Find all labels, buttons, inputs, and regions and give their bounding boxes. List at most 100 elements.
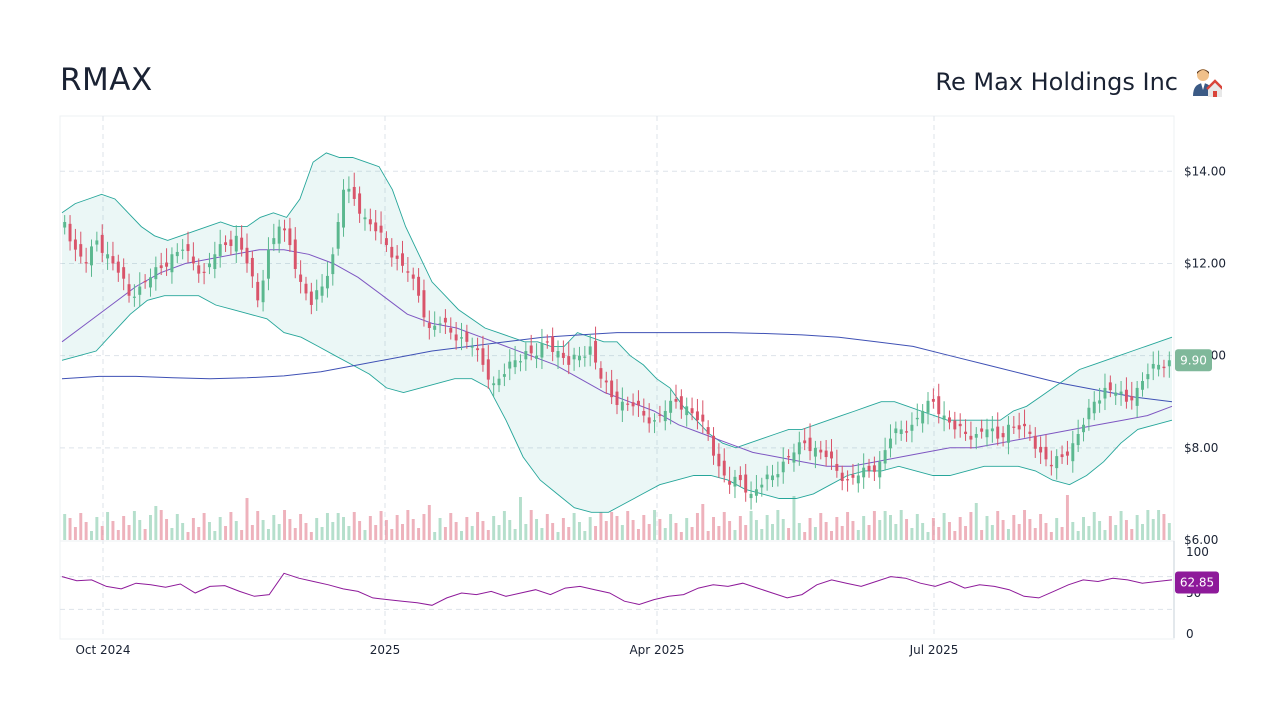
candle-body (915, 417, 919, 420)
volume-bar (872, 511, 876, 540)
volume-bar (1017, 524, 1021, 540)
volume-bar (218, 517, 222, 540)
candle-body (658, 414, 662, 416)
candle-body (1006, 424, 1010, 443)
candle-body (803, 440, 807, 444)
candle-body (728, 481, 732, 485)
price-tick-label: $14.00 (1184, 164, 1226, 178)
volume-bar (1114, 525, 1118, 540)
volume-bar (213, 531, 217, 540)
volume-bar (1076, 531, 1080, 540)
candle-body (626, 403, 630, 405)
volume-bar (191, 518, 195, 540)
candle-body (974, 434, 978, 438)
candle-body (170, 254, 174, 273)
volume-bar (143, 529, 147, 540)
candle-body (438, 323, 442, 325)
candle-body (835, 463, 839, 471)
candle-body (288, 228, 292, 246)
candle-body (551, 336, 555, 352)
candle-body (744, 474, 748, 493)
candle-body (497, 378, 501, 386)
candle-body (545, 341, 549, 343)
candle-body (642, 410, 646, 416)
volume-bar (1055, 518, 1059, 540)
candle-body (79, 244, 83, 257)
candle-body (460, 337, 463, 339)
candle-body (760, 484, 764, 488)
volume-bar (519, 497, 522, 540)
volume-bar (524, 524, 528, 540)
candle-body (63, 222, 67, 228)
candle-body (395, 255, 399, 259)
candle-body (776, 474, 780, 478)
price-tick-label: $12.00 (1184, 256, 1226, 270)
volume-bar (551, 523, 555, 540)
volume-bar (245, 498, 249, 540)
volume-bar (374, 525, 378, 540)
candle-body (320, 286, 324, 296)
candle-body (1108, 382, 1112, 391)
volume-bar (1039, 514, 1043, 540)
volume-bar (1028, 519, 1032, 540)
volume-bar (1023, 510, 1027, 540)
candle-body (325, 275, 329, 289)
candle-body (1146, 374, 1150, 380)
candle-body (218, 244, 222, 257)
candle-body (116, 261, 120, 273)
volume-bar (1103, 530, 1107, 540)
volume-bar (1049, 532, 1053, 540)
volume-bar (390, 529, 394, 540)
volume-bar (610, 512, 614, 540)
volume-bar (674, 523, 678, 540)
candle-body (669, 400, 673, 413)
candle-body (401, 253, 404, 266)
volume-bar (594, 526, 598, 540)
volume-bar (663, 528, 667, 540)
volume-bar (154, 506, 158, 540)
time-tick-label: Apr 2025 (629, 643, 684, 657)
volume-bar (460, 531, 463, 540)
candle-body (969, 435, 973, 440)
candle-body (266, 249, 270, 279)
candle-body (594, 340, 598, 363)
candle-body (958, 423, 962, 427)
volume-bar (116, 530, 120, 540)
volume-bar (1033, 528, 1037, 540)
candle-body (577, 355, 581, 361)
candle-body (990, 428, 994, 432)
volume-bar (942, 513, 946, 540)
volume-bar (535, 519, 539, 540)
volume-bar (63, 514, 67, 540)
volume-bar (1135, 515, 1139, 540)
company-name: Re Max Holdings Inc (935, 68, 1178, 96)
volume-bar (996, 511, 1000, 540)
volume-bar (1071, 522, 1075, 540)
volume-bar (561, 518, 565, 540)
time-tick-label: 2025 (370, 643, 401, 657)
volume-bar (883, 511, 887, 540)
candle-body (1151, 363, 1155, 369)
volume-bar (1130, 529, 1134, 540)
chart-grid (59, 115, 1175, 640)
candle-body (1114, 392, 1118, 396)
candle-body (1098, 400, 1102, 404)
candle-body (304, 283, 308, 294)
volume-bar (980, 530, 984, 540)
volume-bar (1167, 523, 1171, 540)
volume-bar (325, 513, 329, 540)
candle-body (240, 237, 244, 250)
candle-body (846, 479, 850, 481)
volume-bar (733, 530, 737, 540)
volume-bar (969, 512, 973, 540)
candle-body (111, 256, 115, 264)
candle-body (926, 400, 930, 413)
candle-body (95, 240, 99, 245)
candle-body (572, 354, 576, 360)
candle-body (830, 451, 833, 459)
volume-bar (336, 513, 340, 540)
volume-bar (234, 521, 238, 540)
volume-bar (95, 517, 99, 540)
candle-body (202, 271, 206, 273)
